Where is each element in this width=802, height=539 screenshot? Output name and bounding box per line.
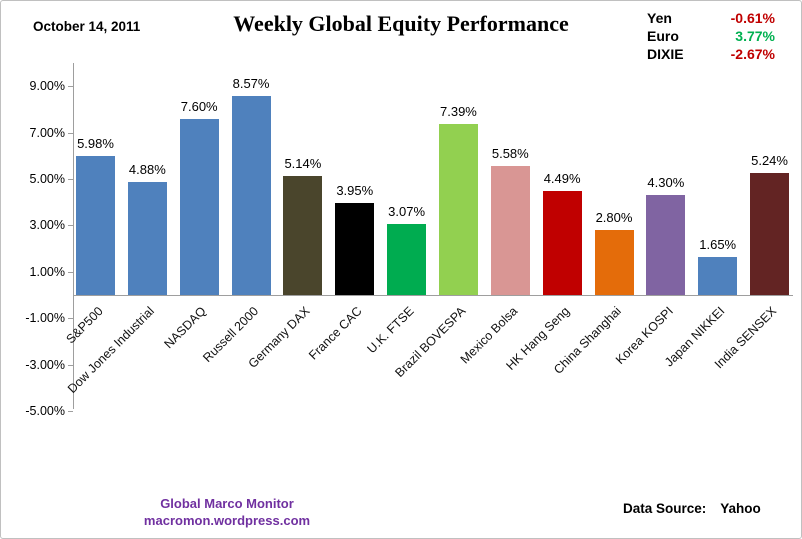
legend-label-euro: Euro	[647, 28, 679, 44]
legend-label-yen: Yen	[647, 10, 672, 26]
bar-value-label: 7.39%	[440, 103, 477, 119]
y-tick-mark	[68, 179, 73, 180]
bar-brazil-bovespa	[438, 123, 478, 295]
plot-area: 9.00% 7.00% 5.00% 3.00% 1.00% -1.00% -3.00% -5.…	[25, 57, 793, 527]
bar-india-sensex	[750, 173, 790, 295]
bar-china-shanghai	[594, 230, 634, 295]
bar-mexico-bolsa	[490, 165, 530, 295]
bar-value-label: 4.88%	[128, 161, 166, 177]
data-source-value: Yahoo	[720, 501, 761, 516]
legend-row-dixie: DIXIE -2.67%	[647, 45, 775, 63]
x-axis-zero-line	[73, 295, 793, 296]
bar-france-cac	[335, 203, 375, 295]
legend-row-yen: Yen -0.61%	[647, 9, 775, 27]
x-axis-category-text: India SENSEX	[712, 304, 780, 372]
y-tick-label: -3.00%	[25, 357, 65, 372]
bar-nasdaq	[179, 118, 219, 295]
y-tick-label: 5.00%	[29, 172, 65, 186]
y-tick-label: 7.00%	[29, 125, 65, 140]
bar-russell-2000	[231, 96, 271, 295]
bar-value-label: 4.30%	[647, 175, 685, 191]
bar-value-label: 2.80%	[595, 210, 633, 226]
y-tick-mark	[68, 364, 73, 366]
bar-value-label: 3.07%	[388, 203, 426, 219]
legend-value-dixie: -2.67%	[730, 46, 775, 62]
y-tick-mark	[68, 86, 73, 88]
bar-korea-kospi	[646, 195, 686, 295]
bar-germany-dax	[283, 175, 323, 295]
data-source-label: Data Source:	[623, 501, 707, 516]
bar-value-label: 5.24%	[751, 153, 788, 169]
bar-value-label: 5.58%	[491, 145, 529, 161]
brand-url[interactable]: macromon.wordpress.com	[143, 513, 311, 528]
bar-value-label: 5.98%	[77, 136, 114, 152]
y-tick-label: 3.00%	[29, 218, 65, 233]
legend-row-euro: Euro 3.77%	[647, 27, 775, 45]
y-tick-label: 1.00%	[29, 264, 65, 279]
bar-value-label: 7.60%	[180, 98, 218, 114]
bar-value-label: 8.57%	[232, 76, 270, 92]
x-axis-category-label: India SENSEX	[550, 302, 779, 371]
bar-hk-hang-seng	[542, 190, 582, 295]
brand-name: Global Marco Monitor	[160, 496, 294, 511]
bar-value-label: 3.95%	[336, 183, 374, 199]
bar-dow-jones-industrial	[127, 181, 167, 295]
y-tick-mark	[68, 132, 73, 134]
legend-value-euro: 3.77%	[735, 28, 775, 44]
brand-block: Global Marco Monitor macromon.wordpress.…	[97, 495, 357, 529]
data-source: Data Source: Yahoo	[623, 501, 761, 516]
legend-value-yen: -0.61%	[730, 10, 775, 26]
chart-title: Weekly Global Equity Performance	[233, 11, 569, 36]
bar-value-label: 4.49%	[543, 170, 581, 186]
y-tick-label: -1.00%	[25, 311, 65, 326]
y-tick-mark	[68, 271, 73, 273]
bar-value-label: 1.65%	[699, 236, 737, 252]
y-tick-mark	[68, 411, 73, 412]
y-tick-mark	[68, 318, 73, 320]
y-axis-line	[73, 63, 74, 409]
report-date: October 14, 2011	[33, 19, 141, 34]
bar-japan-nikkei	[698, 256, 738, 295]
y-tick-label: -5.00%	[25, 404, 65, 418]
bar-u-k-ftse	[387, 223, 427, 295]
bar-value-label: 5.14%	[284, 155, 322, 171]
currency-legend: Yen -0.61% Euro 3.77% DIXIE -2.67%	[647, 9, 775, 63]
bar-s-p500	[76, 156, 115, 295]
y-tick-label: 9.00%	[29, 79, 65, 94]
y-tick-mark	[68, 225, 73, 227]
legend-label-dixie: DIXIE	[647, 46, 684, 62]
